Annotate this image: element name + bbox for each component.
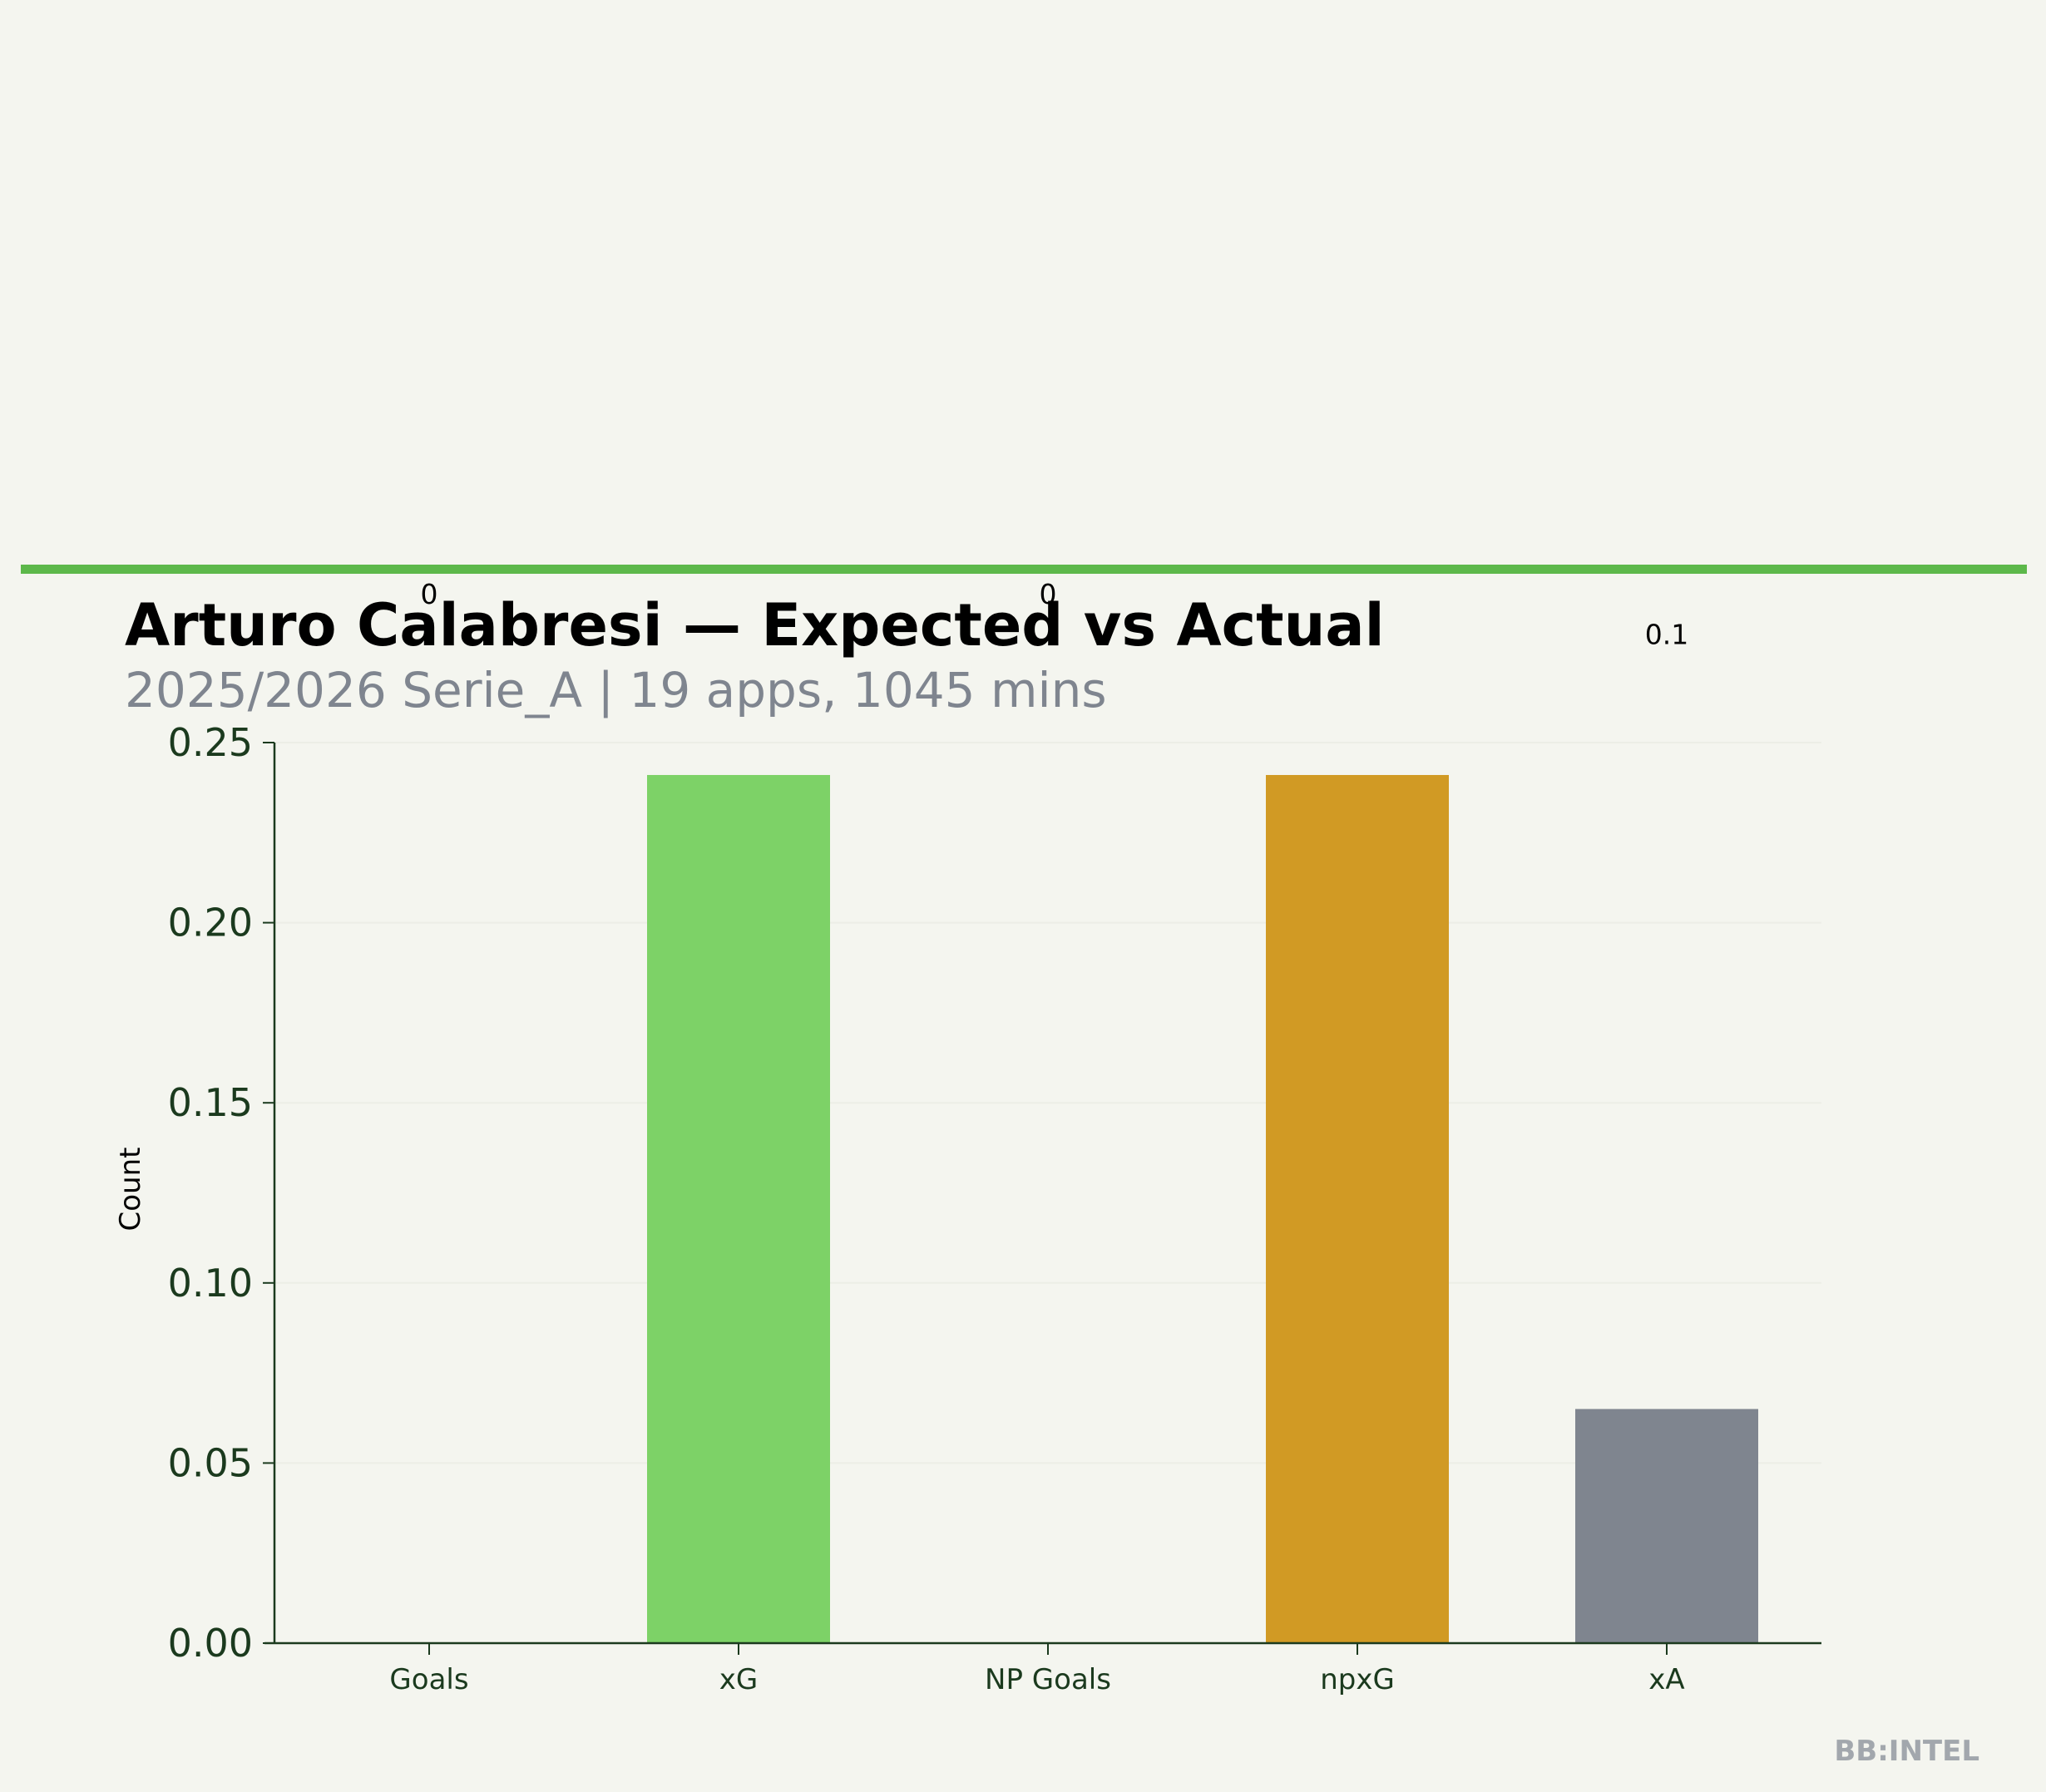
x-tick-label: xG bbox=[719, 1663, 758, 1696]
y-axis-label: Count bbox=[114, 1148, 147, 1232]
chart-subtitle: 2025/2026 Serie_A | 19 apps, 1045 mins bbox=[125, 662, 1107, 718]
y-tick-label: 0.20 bbox=[168, 901, 253, 945]
y-tick-label: 0.05 bbox=[168, 1440, 253, 1485]
bar-xg bbox=[647, 774, 830, 1643]
data-label: 0 bbox=[1040, 578, 1057, 610]
x-tick-label: Goals bbox=[389, 1663, 468, 1696]
brand-watermark: BB:INTEL bbox=[1834, 1735, 1979, 1768]
x-tick-label: xA bbox=[1648, 1663, 1684, 1696]
y-tick-label: 0.25 bbox=[168, 720, 253, 765]
accent-bar bbox=[21, 565, 2027, 574]
x-tick-label: NP Goals bbox=[985, 1663, 1111, 1696]
data-labels: 00.200.20.1 bbox=[421, 578, 1689, 650]
data-label: 0.1 bbox=[1645, 618, 1688, 650]
y-tick-label: 0.10 bbox=[168, 1261, 253, 1306]
bar-npxg bbox=[1266, 774, 1449, 1643]
gridlines bbox=[274, 742, 1821, 1464]
bar-xa bbox=[1575, 1409, 1758, 1643]
bars bbox=[647, 774, 1758, 1643]
chart-title: Arturo Calabresi — Expected vs Actual bbox=[125, 591, 1385, 659]
data-label: 0 bbox=[421, 578, 438, 610]
axes: 0.00 0.05 0.10 0.15 0.20 0.25 Goals xG NP Goals n… bbox=[168, 720, 1821, 1696]
y-tick-label: 0.15 bbox=[168, 1080, 253, 1125]
x-tick-label: npxG bbox=[1320, 1663, 1395, 1696]
y-tick-label: 0.00 bbox=[168, 1621, 253, 1666]
